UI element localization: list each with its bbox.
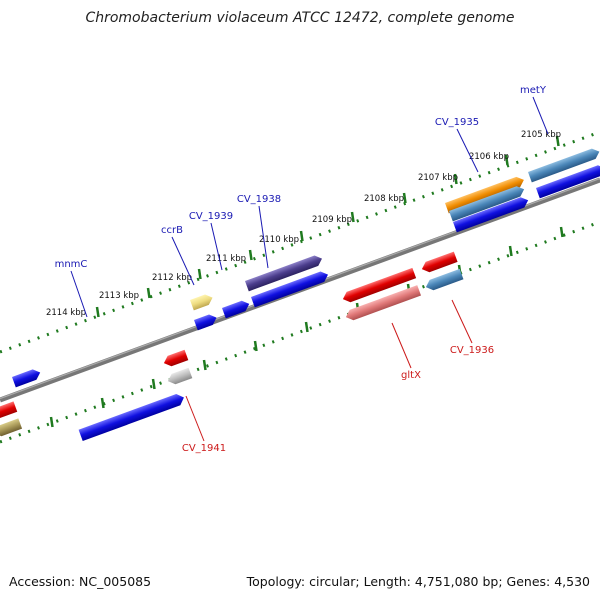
- leader-line: [456, 128, 479, 173]
- leader-line: [451, 299, 473, 344]
- leader-line: [70, 270, 88, 318]
- forward-tick-track: [0, 130, 600, 354]
- gene-label-metY[interactable]: metY: [520, 85, 547, 96]
- gene-gltX-arrow[interactable]: [341, 267, 417, 304]
- leader-line: [258, 205, 269, 269]
- tick-label: 2105 kbp: [521, 130, 561, 140]
- genome-title: Chromobacterium violaceum ATCC 12472, co…: [85, 10, 515, 26]
- major-tick: [504, 154, 509, 166]
- gene-metY-arrow[interactable]: [528, 147, 600, 183]
- major-tick: [555, 135, 560, 147]
- major-tick: [146, 287, 151, 299]
- major-tick: [49, 416, 54, 428]
- major-tick: [202, 359, 207, 371]
- gene-CV_1935b-arrow[interactable]: [453, 195, 530, 233]
- major-tick: [508, 245, 513, 257]
- major-tick: [100, 397, 105, 409]
- major-tick: [350, 211, 355, 223]
- gene-CV_1936-arrow[interactable]: [420, 251, 458, 275]
- major-tick: [197, 268, 202, 280]
- tick-label: 2107 kbp: [418, 173, 458, 183]
- gene-gltX-band[interactable]: [344, 285, 422, 322]
- tick-label: 2113 kbp: [99, 291, 139, 301]
- leader-line: [210, 222, 223, 271]
- tick-labels: 2105 kbp 2106 kbp 2107 kbp 2108 kbp 2109 kbp…: [46, 130, 561, 318]
- gene-left-reverse-arrow[interactable]: [0, 401, 18, 420]
- tick-label: 2111 kbp: [206, 254, 246, 264]
- major-tick: [559, 226, 564, 238]
- leader-line: [532, 96, 549, 135]
- major-tick: [95, 306, 100, 318]
- gene-label-CV_1941[interactable]: CV_1941: [182, 443, 226, 454]
- gene-CV_1935-arrow[interactable]: [445, 175, 526, 214]
- gene-CV_1939-arrow[interactable]: [251, 269, 330, 308]
- major-tick: [151, 378, 156, 390]
- major-tick: [253, 340, 258, 352]
- gene-CV_1941-band[interactable]: [166, 367, 193, 387]
- gene-label-mnmC[interactable]: mnmC: [55, 259, 88, 270]
- gene-left-forward-arrow[interactable]: [12, 367, 42, 388]
- gene-shapes: [0, 147, 600, 438]
- tick-label: 2106 kbp: [469, 152, 509, 162]
- accession-label: Accession: NC_005085: [9, 574, 152, 589]
- genome-summary: Topology: circular; Length: 4,751,080 bp…: [246, 574, 590, 589]
- gene-CV_1939b-arrow[interactable]: [222, 299, 251, 319]
- tick-label: 2108 kbp: [364, 194, 404, 204]
- gene-mnmC-arrow[interactable]: [78, 392, 186, 442]
- reverse-tick-track: [0, 220, 600, 444]
- major-tick: [299, 230, 304, 242]
- major-tick: [304, 321, 309, 333]
- gene-label-ccrB[interactable]: ccrB: [161, 225, 183, 236]
- gene-labels: metY CV_1935 CV_1938 CV_1939 ccrB mnmC CV_1936…: [55, 85, 547, 454]
- tick-label: 2110 kbp: [259, 235, 299, 245]
- leader-line: [391, 322, 412, 369]
- gene-label-gltX[interactable]: gltX: [401, 370, 421, 381]
- gene-label-CV_1935[interactable]: CV_1935: [435, 117, 479, 128]
- major-tick: [402, 192, 407, 204]
- gene-metY-lower-arrow[interactable]: [536, 163, 600, 199]
- gene-label-CV_1939[interactable]: CV_1939: [189, 211, 233, 222]
- tick-label: 2114 kbp: [46, 308, 86, 318]
- tick-label: 2112 kbp: [152, 273, 192, 283]
- gene-CV_1935-band[interactable]: [449, 184, 526, 222]
- major-tick: [453, 173, 458, 185]
- forward-genes: [78, 392, 186, 442]
- gene-CV_1941-arrow[interactable]: [162, 349, 189, 369]
- gene-leaders: [70, 96, 549, 442]
- leader-line: [171, 236, 195, 286]
- major-tick: [248, 249, 253, 261]
- gene-label-CV_1936[interactable]: CV_1936: [450, 345, 494, 356]
- gene-label-CV_1938[interactable]: CV_1938: [237, 194, 281, 205]
- gene-ccrB-lower-arrow[interactable]: [194, 312, 218, 331]
- leader-line: [185, 395, 205, 442]
- tick-label: 2109 kbp: [312, 215, 352, 225]
- gene-CV_1936-band[interactable]: [424, 268, 464, 292]
- gene-left-reverse-band[interactable]: [0, 418, 23, 438]
- gene-CV_1938-arrow[interactable]: [245, 253, 324, 292]
- gene-ccrB-arrow[interactable]: [190, 292, 214, 311]
